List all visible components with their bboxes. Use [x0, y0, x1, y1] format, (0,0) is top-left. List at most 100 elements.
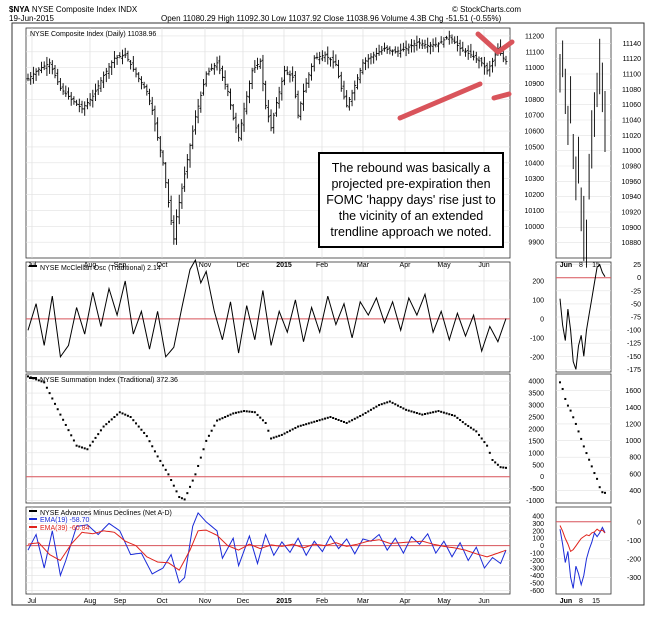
y-tick-label: -100	[530, 551, 544, 558]
symbol: $NYA	[9, 5, 30, 14]
summation-point	[253, 411, 256, 414]
y-tick-label: 0	[540, 316, 544, 323]
y-tick-label: 10800	[525, 97, 545, 104]
insert-y-tick-label: -175	[627, 367, 641, 374]
summation-point	[367, 410, 370, 413]
panel-3-frame	[25, 506, 511, 595]
x-tick-label: Oct	[157, 598, 168, 605]
summation-point	[143, 431, 146, 434]
insert-y-tick-label: 0	[637, 519, 641, 526]
summation-point	[207, 434, 210, 437]
x-tick-label: Nov	[199, 598, 212, 605]
header-title: $NYA NYSE Composite Index INDX	[9, 5, 137, 14]
y-tick-label: -200	[530, 354, 544, 361]
summation-point	[469, 426, 472, 429]
x-tick-label: Apr	[400, 598, 412, 605]
insert-ema19-line	[559, 526, 606, 589]
trendline-lower-ext	[491, 91, 512, 101]
summation-point	[40, 380, 43, 383]
summation-point	[189, 485, 192, 488]
y-tick-label: 11200	[525, 33, 544, 40]
index-name: NYSE Composite Index	[31, 5, 116, 14]
legend-swatch	[29, 518, 37, 520]
summation-point	[394, 403, 397, 406]
summation-point	[459, 418, 462, 421]
summation-point	[299, 424, 302, 427]
summation-point	[186, 492, 189, 495]
y-tick-label: 10300	[525, 176, 545, 183]
summation-point	[51, 397, 54, 400]
panel-title: NYSE Composite Index (Daily) 11038.96	[30, 31, 156, 38]
open-label: Open	[161, 14, 181, 23]
y-tick-label: 10000	[525, 224, 545, 231]
summation-point	[378, 404, 381, 407]
x-tick-label: Dec	[237, 598, 250, 605]
legend-swatch	[29, 510, 37, 512]
insert-summation-point	[564, 397, 567, 400]
x-tick-label: Mar	[357, 598, 370, 605]
insert-summation-point	[593, 472, 596, 475]
insert-y-tick-label: 11000	[622, 148, 641, 155]
summation-point	[434, 410, 437, 413]
summation-point	[116, 413, 119, 416]
x-tick-label: Aug	[84, 598, 97, 605]
chart-frame	[11, 22, 645, 606]
summation-point	[351, 419, 354, 422]
summation-point	[213, 424, 216, 427]
summation-point	[172, 484, 175, 487]
x-tick-label: Feb	[316, 262, 328, 269]
summation-point	[375, 405, 378, 408]
y-tick-label: 1500	[528, 438, 544, 445]
summation-point	[505, 466, 507, 469]
summation-point	[67, 429, 70, 432]
summation-point	[450, 414, 453, 417]
insert-y-tick-label: 10980	[622, 164, 642, 171]
summation-point	[59, 413, 62, 416]
summation-point	[275, 435, 278, 438]
insert-y-tick-label: -300	[627, 575, 641, 582]
price-bars	[26, 30, 508, 245]
insert-y-tick-label: -200	[627, 556, 641, 563]
x-tick-label: Jul	[28, 262, 37, 269]
summation-point	[248, 410, 251, 413]
x-tick-label: Jul	[28, 598, 37, 605]
summation-point	[83, 447, 86, 450]
summation-point	[307, 422, 310, 425]
insert-summation-point	[569, 409, 572, 412]
summation-point	[151, 445, 154, 448]
insert-y-tick-label: 11100	[623, 72, 642, 79]
summation-point	[48, 392, 51, 395]
summation-point	[280, 433, 283, 436]
legend-ema39: EMA(39) -60.84	[40, 525, 90, 532]
x-tick-label: 2015	[276, 598, 292, 605]
summation-point	[164, 468, 167, 471]
insert-y-tick-label: -25	[631, 288, 641, 295]
y-tick-label: -600	[530, 588, 544, 595]
summation-point	[261, 419, 264, 422]
y-tick-label: 100	[532, 297, 544, 304]
summation-point	[180, 497, 183, 500]
insert-x-tick-label: Jun	[560, 598, 572, 605]
y-tick-label: 1000	[528, 450, 544, 457]
summation-point	[294, 426, 297, 429]
summation-point	[86, 448, 89, 451]
summation-point	[272, 436, 275, 439]
annotation-callout: The rebound was basically a projected pr…	[318, 152, 504, 248]
x-tick-label: Sep	[114, 598, 127, 605]
summation-point	[232, 412, 235, 415]
summation-point	[380, 403, 383, 406]
summation-point	[305, 423, 308, 426]
summation-point	[448, 413, 451, 416]
summation-point	[62, 418, 65, 421]
insert-summation-point	[574, 422, 577, 425]
exchange: INDX	[118, 5, 138, 14]
summation-point	[321, 418, 324, 421]
insert-y-tick-label: 600	[629, 471, 641, 478]
y-tick-label: 9900	[528, 240, 544, 247]
summation-point	[226, 414, 229, 417]
summation-point	[178, 496, 181, 499]
x-tick-label: 2015	[276, 262, 292, 269]
summation-point	[496, 463, 499, 466]
summation-point	[340, 419, 343, 422]
insert-y-tick-label: 1000	[625, 438, 641, 445]
